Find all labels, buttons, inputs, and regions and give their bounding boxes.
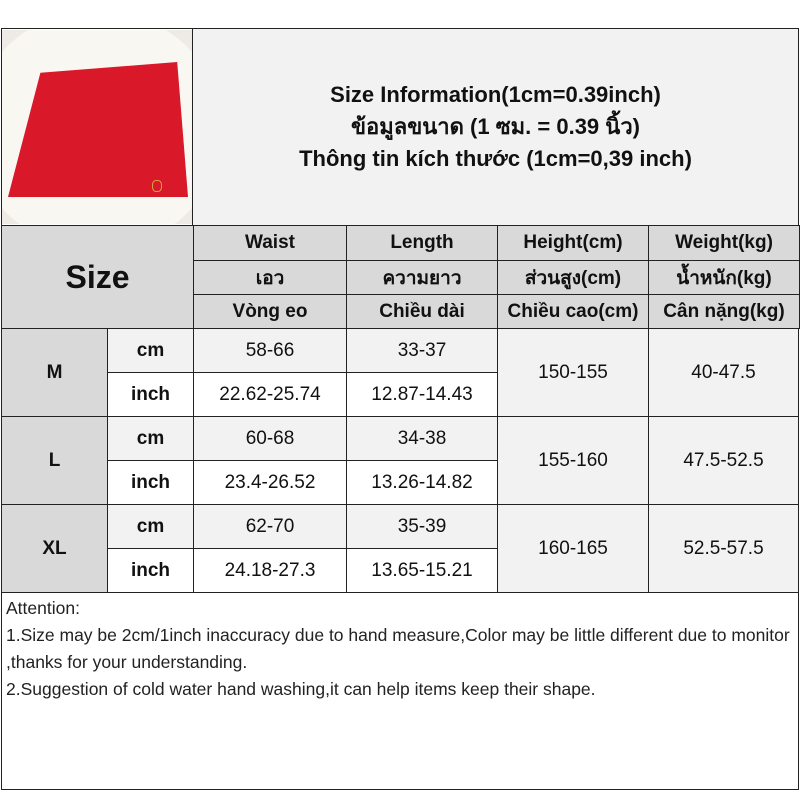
unit-inch: inch (107, 548, 194, 593)
size-label: XL (1, 504, 108, 593)
waist-cm: 60-68 (193, 416, 347, 461)
unit-inch: inch (107, 460, 194, 505)
waist-cm: 58-66 (193, 328, 347, 373)
waist-inch: 22.62-25.74 (193, 372, 347, 417)
waist-inch: 24.18-27.3 (193, 548, 347, 593)
unit-cm: cm (107, 504, 194, 549)
length-inch: 13.26-14.82 (346, 460, 498, 505)
note-1: 1.Size may be 2cm/1inch inaccuracy due t… (6, 625, 790, 672)
header-cell: Weight(kg) (648, 225, 800, 261)
header-cell: Chiều cao(cm) (497, 294, 649, 329)
length-cm: 34-38 (346, 416, 498, 461)
header-cell: เอว (193, 260, 347, 295)
header-cell: Height(cm) (497, 225, 649, 261)
weight-value: 40-47.5 (648, 328, 799, 417)
product-photo (2, 30, 192, 224)
unit-cm: cm (107, 416, 194, 461)
header-cell: ส่วนสูง(cm) (497, 260, 649, 295)
unit-inch: inch (107, 372, 194, 417)
note-2: 2.Suggestion of cold water hand washing,… (6, 679, 596, 699)
title-en: Size Information(1cm=0.39inch) (330, 82, 661, 107)
header-cell: Chiều dài (346, 294, 498, 329)
weight-value: 47.5-52.5 (648, 416, 799, 505)
height-value: 150-155 (497, 328, 649, 417)
header-cell: น้ำหนัก(kg) (648, 260, 800, 295)
length-inch: 13.65-15.21 (346, 548, 498, 593)
header-cell: Cân nặng(kg) (648, 294, 800, 329)
header-cell: ความยาว (346, 260, 498, 295)
size-header: Size (1, 225, 194, 329)
waist-cm: 62-70 (193, 504, 347, 549)
size-label: L (1, 416, 108, 505)
waist-inch: 23.4-26.52 (193, 460, 347, 505)
size-info-title: Size Information(1cm=0.39inch) ข้อมูลขนา… (192, 28, 799, 226)
length-cm: 33-37 (346, 328, 498, 373)
height-value: 160-165 (497, 504, 649, 593)
header-cell: Waist (193, 225, 347, 261)
height-value: 155-160 (497, 416, 649, 505)
embroidered-logo (152, 180, 162, 192)
length-cm: 35-39 (346, 504, 498, 549)
attention-notes: Attention: 1.Size may be 2cm/1inch inacc… (1, 592, 799, 790)
title-th: ข้อมูลขนาด (1 ซม. = 0.39 นิ้ว) (350, 114, 640, 139)
notes-heading: Attention: (6, 598, 80, 618)
size-label: M (1, 328, 108, 417)
title-vi: Thông tin kích thước (1cm=0,39 inch) (299, 146, 692, 171)
length-inch: 12.87-14.43 (346, 372, 498, 417)
red-skirt-image (8, 62, 188, 197)
unit-cm: cm (107, 328, 194, 373)
weight-value: 52.5-57.5 (648, 504, 799, 593)
header-cell: Length (346, 225, 498, 261)
header-cell: Vòng eo (193, 294, 347, 329)
